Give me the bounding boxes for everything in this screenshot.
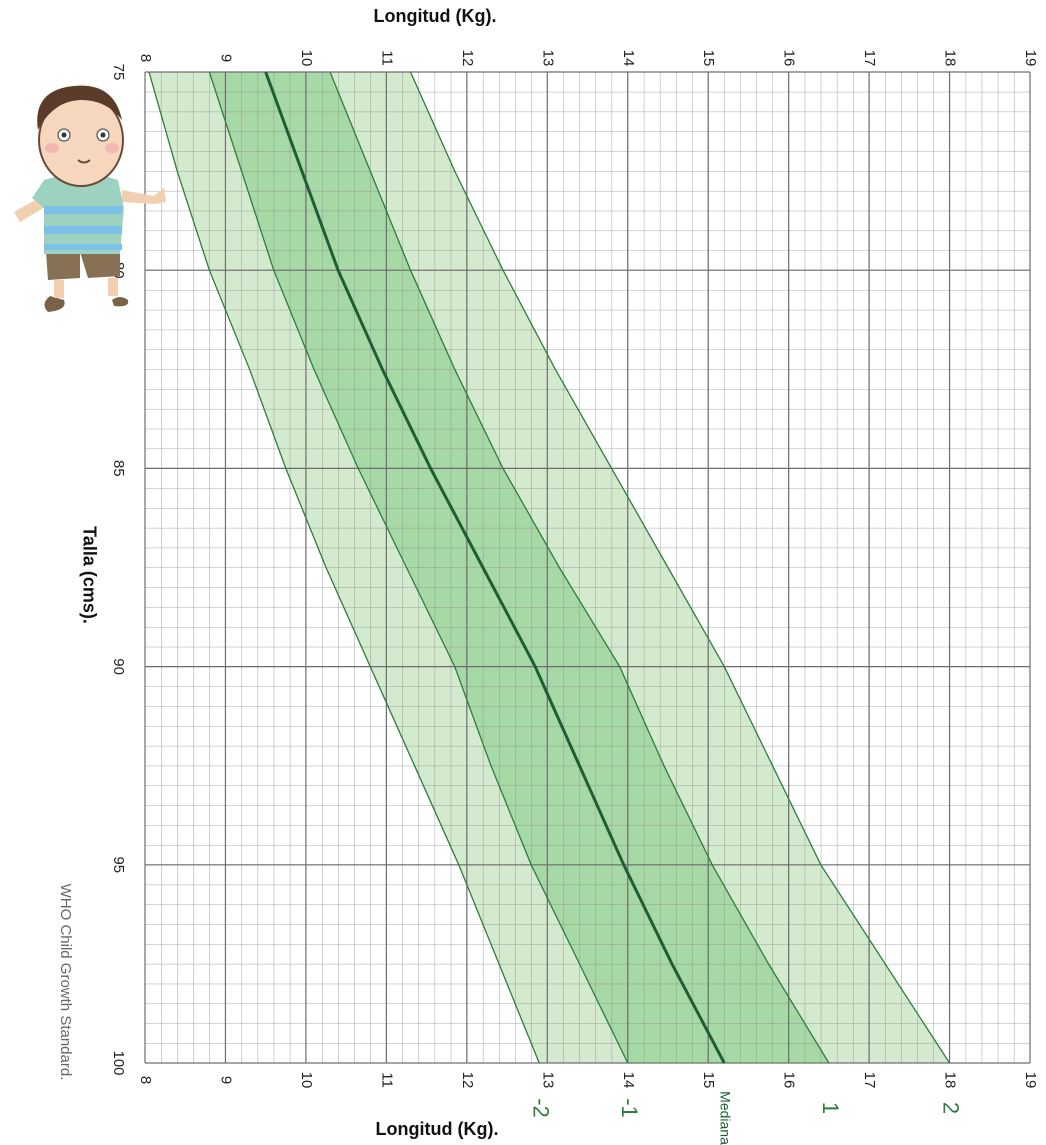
bottom-tick-label: 10	[298, 1072, 315, 1089]
bottom-tick-label: 9	[217, 1076, 234, 1084]
series-line	[409, 71, 951, 1064]
top-axis-title: Longitud (Kg).	[374, 6, 497, 26]
source-note: WHO Child Growth Standard.	[57, 884, 74, 1081]
top-tick-label: 8	[137, 54, 154, 62]
y-axis-title: Talla (cms).	[79, 526, 99, 624]
top-tick-label: 14	[620, 50, 637, 67]
top-tick-label: 13	[539, 50, 556, 67]
top-tick-label: 17	[861, 50, 878, 67]
top-tick-label: 12	[459, 50, 476, 67]
minor-grid	[145, 72, 1030, 1063]
series-line	[208, 71, 629, 1064]
series-label: 2	[939, 1102, 964, 1114]
series-label: 1	[818, 1102, 843, 1114]
bottom-axis-title: Longitud (Kg).	[376, 1119, 499, 1139]
bottom-tick-label: 17	[861, 1072, 878, 1089]
bottom-tick-label: 14	[620, 1072, 637, 1089]
series-label: -1	[617, 1098, 642, 1118]
bottom-tick-label: 16	[781, 1072, 798, 1089]
bottom-tick-label: 15	[700, 1072, 717, 1089]
series-line	[329, 71, 830, 1064]
bottom-tick-label: 19	[1022, 1072, 1039, 1089]
y-tick-label: 100	[110, 1050, 127, 1075]
top-tick-label: 11	[378, 50, 395, 66]
bottom-tick-label: 11	[378, 1072, 395, 1088]
y-tick-label: 90	[110, 658, 127, 675]
y-tick-label: 75	[110, 64, 127, 81]
series-label: Mediana	[718, 1091, 734, 1145]
series-line	[264, 71, 726, 1064]
bottom-tick-label: 13	[539, 1072, 556, 1089]
child-illustration	[14, 85, 166, 312]
top-tick-label: 9	[217, 54, 234, 62]
bottom-tick-label: 12	[459, 1072, 476, 1089]
bottom-tick-label: 8	[137, 1076, 154, 1084]
top-tick-label: 16	[781, 50, 798, 67]
series-line	[148, 71, 540, 1064]
top-tick-label: 19	[1022, 50, 1039, 67]
top-tick-label: 10	[298, 50, 315, 67]
top-tick-label: 15	[700, 50, 717, 67]
bottom-tick-label: 18	[942, 1072, 959, 1089]
top-tick-label: 18	[942, 50, 959, 67]
y-tick-label: 95	[110, 856, 127, 873]
series-label: -2	[528, 1098, 553, 1118]
y-tick-label: 85	[110, 460, 127, 477]
